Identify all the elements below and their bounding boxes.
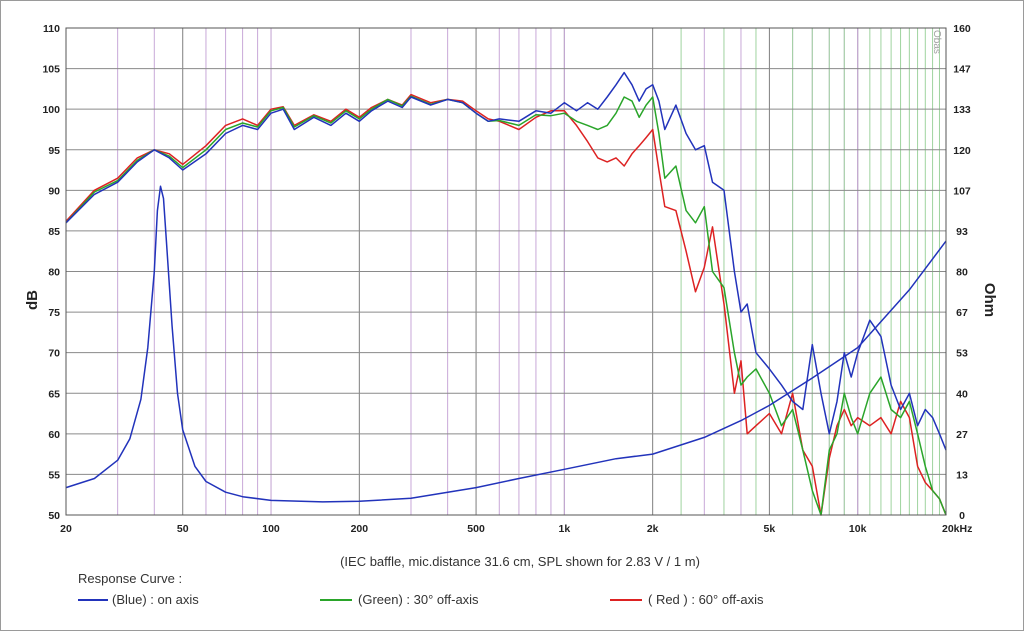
y-tick-label-right: 53 [956, 348, 968, 360]
y-tick-label-right: 147 [953, 64, 971, 76]
y-tick-label-left: 100 [42, 104, 60, 116]
legend-label-green: (Green) : 30° off-axis [358, 592, 479, 607]
y-tick-label-left: 105 [42, 64, 60, 76]
y-tick-label-left: 70 [48, 348, 60, 360]
y-tick-label-right: 120 [953, 145, 971, 157]
x-tick-label: 500 [467, 523, 485, 535]
y-tick-label-left: 55 [48, 469, 60, 481]
y-tick-label-right: 0 [959, 510, 965, 522]
series-on-axis [65, 71, 947, 451]
y-tick-label-left: 65 [48, 388, 60, 400]
y-tick-label-right: 80 [956, 267, 968, 279]
y-tick-label-left: 75 [48, 307, 60, 319]
y-tick-label-right: 13 [956, 469, 968, 481]
x-tick-label: 200 [351, 523, 369, 535]
watermark-text: Obas [931, 30, 942, 54]
y-tick-label-right: 40 [956, 388, 968, 400]
chart-caption: (IEC baffle, mic.distance 31.6 cm, SPL s… [340, 554, 700, 569]
x-tick-label: 20kHz [942, 523, 972, 535]
plot-border [65, 27, 947, 516]
y-tick-label-right: 160 [953, 23, 971, 35]
y-tick-label-left: 110 [43, 23, 60, 35]
y-tick-label-right: 67 [956, 307, 968, 319]
series-30deg-off-axis [65, 95, 947, 516]
y-tick-label-right: 107 [953, 185, 971, 197]
legend-label-blue: (Blue) : on axis [112, 592, 199, 607]
y-tick-label-right: 93 [956, 226, 968, 238]
tick-labels: 20 50 100 200 500 1k 2k 5k 10k 20kHz1101051009590… [42, 23, 972, 535]
x-tick-label: 20 [60, 523, 72, 535]
x-tick-label: 100 [262, 523, 280, 535]
y-tick-label-left: 85 [48, 226, 60, 238]
x-tick-label: 50 [177, 523, 189, 535]
y-axis-left-label: dB [24, 290, 41, 310]
legend-title: Response Curve : [78, 571, 182, 586]
x-tick-label: 5k [764, 523, 776, 535]
series-lines [65, 71, 947, 516]
y-tick-label-left: 80 [48, 267, 60, 279]
x-tick-label: 10k [849, 523, 867, 535]
y-tick-label-left: 90 [48, 185, 60, 197]
legend-label-red: ( Red ) : 60° off-axis [648, 592, 764, 607]
y-tick-label-left: 60 [48, 429, 60, 441]
y-tick-label-right: 133 [953, 104, 971, 116]
x-tick-label: 2k [647, 523, 659, 535]
grid [66, 28, 946, 515]
y-tick-label-right: 27 [956, 429, 968, 441]
series-impedance [65, 185, 947, 503]
y-tick-label-left: 50 [48, 510, 60, 522]
x-tick-label: 1k [559, 523, 571, 535]
y-tick-label-left: 95 [48, 145, 60, 157]
y-axis-right-label: Ohm [981, 283, 998, 317]
